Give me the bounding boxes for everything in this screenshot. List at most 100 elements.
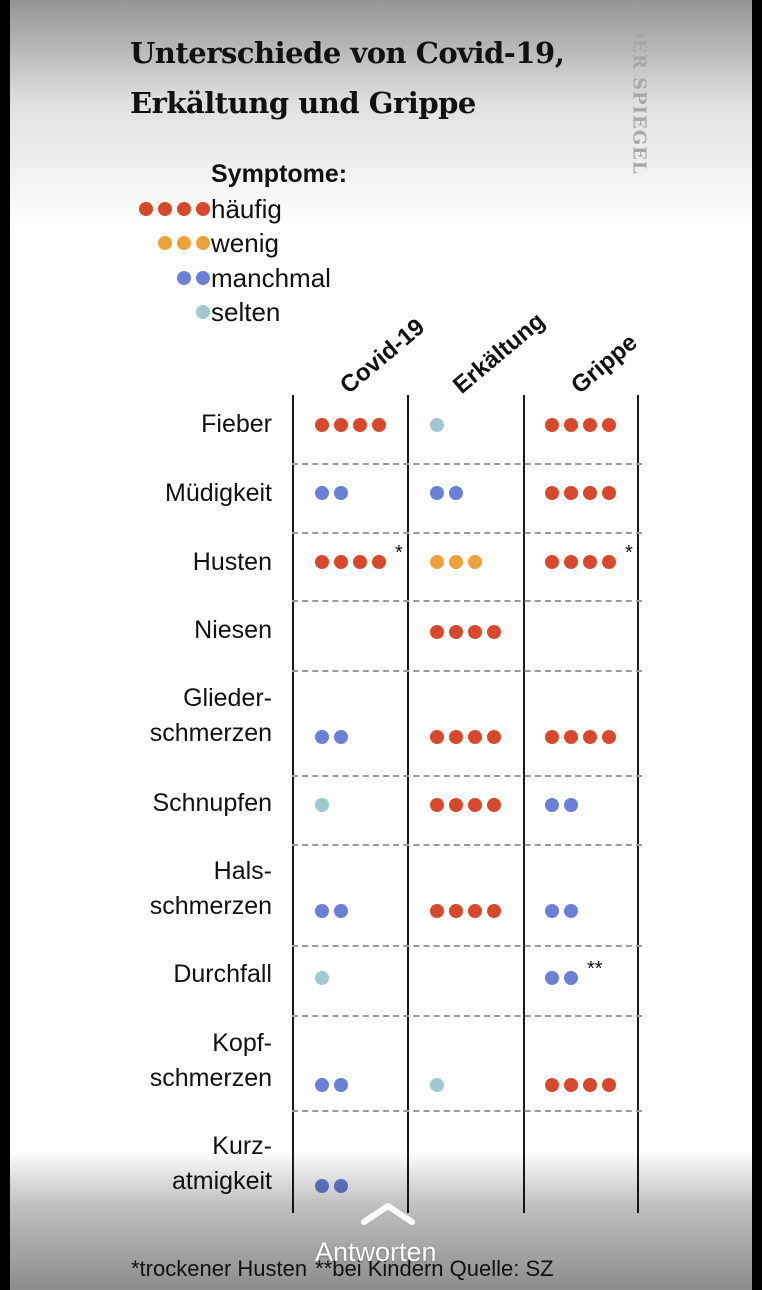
severity-dot xyxy=(583,1078,597,1092)
severity-dot xyxy=(564,555,578,569)
bottom-shade xyxy=(10,1150,752,1290)
row-divider xyxy=(292,775,642,777)
row-divider xyxy=(292,945,642,947)
cell-dots xyxy=(430,730,501,744)
severity-dot xyxy=(430,625,444,639)
severity-dot xyxy=(545,1078,559,1092)
column-divider xyxy=(637,395,639,1213)
legend-dot xyxy=(196,236,210,250)
legend-label: manchmal xyxy=(211,263,331,293)
chart-title-line-1: Unterschiede von Covid-19, xyxy=(130,36,565,70)
legend-dot xyxy=(177,202,191,216)
column-divider xyxy=(523,395,525,1213)
row-label-line: schmerzen xyxy=(149,892,272,920)
legend-dot xyxy=(177,271,191,285)
severity-dot xyxy=(564,1078,578,1092)
severity-dot xyxy=(315,971,329,985)
row-label-line: Schnupfen xyxy=(152,788,272,817)
row-label: Kurz-atmigkeit xyxy=(72,1129,272,1199)
severity-dot xyxy=(487,730,501,744)
row-label-line: schmerzen xyxy=(149,719,272,747)
legend-dot xyxy=(196,202,210,216)
cell-dots xyxy=(430,625,501,639)
chevron-up-icon[interactable] xyxy=(358,1198,418,1228)
cell-dots xyxy=(430,1078,444,1092)
footnote-marker: * xyxy=(395,541,403,564)
cell-dots xyxy=(545,904,578,918)
footnote-marker: * xyxy=(625,541,633,564)
row-label-line: Hals- xyxy=(213,857,272,885)
brand-text: DER SPIEGEL xyxy=(628,22,650,175)
legend-title: Symptome: xyxy=(211,160,348,188)
severity-dot xyxy=(468,798,482,812)
severity-dot xyxy=(430,418,444,432)
severity-dot xyxy=(564,418,578,432)
severity-dot xyxy=(468,555,482,569)
severity-dot xyxy=(334,904,348,918)
row-label: Fieber xyxy=(72,407,272,442)
footnote: *trockener Husten **bei Kindern Quelle: S… xyxy=(131,1256,554,1282)
severity-dot xyxy=(315,418,329,432)
cell-dots: ** xyxy=(545,958,603,985)
row-divider xyxy=(292,1110,642,1112)
cell-dots xyxy=(545,418,616,432)
legend-dot xyxy=(177,236,191,250)
severity-dot xyxy=(315,798,329,812)
row-label: Müdigkeit xyxy=(72,476,272,511)
legend-item: selten xyxy=(120,296,420,330)
severity-dot xyxy=(315,904,329,918)
legend-dots xyxy=(139,202,210,216)
legend-label: wenig xyxy=(211,228,279,258)
cell-dots xyxy=(315,730,348,744)
row-divider xyxy=(292,532,642,534)
severity-dot xyxy=(449,730,463,744)
severity-dot xyxy=(545,486,559,500)
legend-label: selten xyxy=(211,297,281,327)
cell-dots xyxy=(315,486,348,500)
severity-dot xyxy=(545,904,559,918)
top-shade xyxy=(10,0,752,230)
row-label: Niesen xyxy=(72,613,272,648)
reply-button[interactable]: Antworten xyxy=(315,1237,437,1267)
cell-dots xyxy=(430,555,482,569)
cell-dots xyxy=(430,904,501,918)
severity-dot xyxy=(449,486,463,500)
row-label: Kopf-schmerzen xyxy=(72,1026,272,1096)
row-label: Schnupfen xyxy=(72,786,272,821)
severity-dot xyxy=(334,730,348,744)
severity-dot xyxy=(583,418,597,432)
severity-dot xyxy=(545,418,559,432)
severity-dot xyxy=(315,1179,329,1193)
severity-dot xyxy=(430,904,444,918)
severity-dot xyxy=(468,625,482,639)
severity-dot xyxy=(468,904,482,918)
cell-dots xyxy=(315,904,348,918)
footnote-marker: ** xyxy=(587,957,603,980)
cell-dots xyxy=(545,486,616,500)
severity-dot xyxy=(602,418,616,432)
cell-dots: * xyxy=(545,542,633,569)
row-label: Glieder-schmerzen xyxy=(72,681,272,751)
cell-dots xyxy=(545,798,578,812)
severity-dot xyxy=(545,730,559,744)
cell-dots: * xyxy=(315,542,403,569)
row-label-line: Kurz- xyxy=(212,1132,272,1160)
severity-dot xyxy=(564,971,578,985)
row-label: Husten xyxy=(72,545,272,580)
severity-dot xyxy=(430,798,444,812)
cell-dots xyxy=(315,798,329,812)
chart-title-line-2: Erkältung und Grippe xyxy=(130,86,476,120)
severity-dot xyxy=(487,625,501,639)
severity-dot xyxy=(353,555,367,569)
row-divider xyxy=(292,463,642,465)
legend-dots xyxy=(177,271,210,285)
severity-dot xyxy=(602,730,616,744)
severity-dot xyxy=(334,1078,348,1092)
chart-title: Unterschiede von Covid-19, Erkältung und… xyxy=(130,28,630,128)
severity-dot xyxy=(449,904,463,918)
row-label-line: Fieber xyxy=(201,409,272,438)
severity-dot xyxy=(583,555,597,569)
cell-dots xyxy=(545,730,616,744)
row-label-line: Durchfall xyxy=(173,959,272,988)
severity-dot xyxy=(334,418,348,432)
